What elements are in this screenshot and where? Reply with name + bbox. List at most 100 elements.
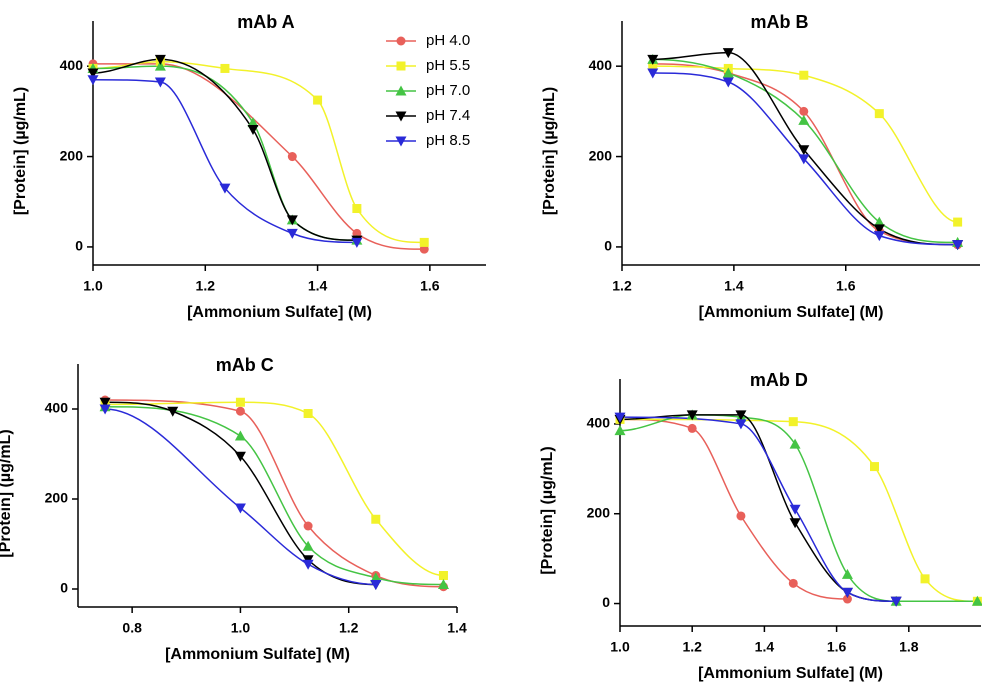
data-point — [920, 574, 930, 584]
data-point — [154, 60, 166, 71]
data-point — [370, 580, 382, 590]
x-tick-label: 1.0 — [231, 620, 251, 636]
data-point — [438, 571, 448, 580]
data-point — [286, 228, 298, 239]
data-point — [870, 462, 880, 472]
fit-curve — [105, 401, 376, 586]
data-point — [736, 511, 746, 521]
data-point — [352, 204, 362, 214]
legend-marker — [396, 61, 406, 71]
legend-marker — [395, 85, 407, 96]
data-point — [647, 54, 659, 65]
fit-curve — [619, 414, 897, 603]
data-point — [799, 70, 809, 80]
data-point — [87, 75, 99, 86]
y-tick-label: 400 — [45, 400, 69, 416]
data-point — [351, 237, 363, 248]
legend-label: pH 4.0 — [426, 32, 470, 49]
data-point — [219, 183, 231, 194]
data-point — [874, 109, 884, 119]
data-point — [303, 409, 313, 418]
data-point — [722, 67, 734, 78]
data-point — [235, 406, 245, 416]
data-point — [247, 124, 259, 135]
x-tick-label: 1.4 — [308, 278, 328, 294]
data-point — [789, 504, 801, 515]
legend-label: pH 5.5 — [426, 57, 470, 74]
x-tick-label: 1.4 — [447, 620, 467, 636]
data-point — [841, 568, 853, 579]
data-point — [788, 417, 798, 427]
data-point — [313, 95, 323, 105]
data-point — [419, 244, 429, 254]
y-tick-label: 0 — [604, 238, 612, 254]
legend-label: pH 7.0 — [426, 82, 470, 99]
data-point — [286, 215, 298, 226]
x-tick-label: 1.0 — [83, 278, 103, 294]
data-point — [303, 521, 313, 531]
x-tick-label: 1.6 — [836, 278, 856, 294]
y-tick-label: 200 — [589, 147, 613, 163]
data-point — [154, 77, 166, 88]
x-tick-label: 0.8 — [122, 620, 142, 636]
x-axis-label: [Ammonium Sulfate] (M) — [699, 304, 884, 321]
data-point — [953, 217, 963, 227]
data-point — [798, 114, 810, 125]
x-tick-label: 1.0 — [610, 639, 630, 655]
fit-curve — [93, 63, 425, 250]
data-point — [235, 397, 245, 407]
data-point — [302, 540, 314, 551]
fit-curve — [105, 408, 376, 586]
data-point — [234, 451, 246, 462]
data-point — [788, 578, 798, 588]
y-tick-label: 400 — [587, 415, 611, 431]
fit-curve — [92, 60, 425, 244]
data-point — [370, 572, 382, 583]
fit-curve — [619, 418, 848, 600]
data-point — [789, 518, 801, 529]
x-tick-label: 1.4 — [755, 639, 775, 655]
x-tick-label: 1.2 — [682, 639, 702, 655]
data-point — [371, 514, 381, 524]
data-point — [842, 594, 852, 604]
data-point — [99, 404, 111, 415]
data-point — [234, 503, 246, 514]
legend-marker — [395, 136, 407, 147]
chart-title: mAb B — [751, 12, 809, 32]
y-axis-label: [Protein] (µg/mL) — [12, 87, 29, 215]
y-tick-label: 200 — [45, 490, 69, 506]
data-point — [87, 68, 99, 79]
data-point — [841, 587, 853, 598]
data-point — [247, 117, 259, 128]
fit-curve — [105, 406, 444, 586]
y-tick-label: 200 — [60, 147, 84, 163]
y-axis-label: [Protein] (µg/mL) — [539, 446, 556, 574]
data-point — [686, 410, 698, 421]
x-tick-label: 1.2 — [196, 278, 216, 294]
y-tick-label: 0 — [60, 580, 68, 596]
y-tick-label: 400 — [60, 57, 84, 73]
data-point — [798, 154, 810, 165]
x-tick-label: 1.2 — [612, 278, 632, 294]
x-tick-label: 1.6 — [420, 278, 440, 294]
x-axis-label: [Ammonium Sulfate] (M) — [698, 665, 883, 682]
data-point — [735, 419, 747, 430]
chart-title: mAb A — [237, 12, 294, 32]
data-point — [952, 240, 964, 251]
data-point — [419, 237, 429, 247]
legend-marker — [395, 111, 407, 122]
chart-title: mAb C — [216, 355, 274, 375]
fit-curve — [652, 65, 958, 223]
y-axis-label: [Protein] (µg/mL) — [541, 87, 558, 215]
data-point — [687, 423, 697, 433]
data-point — [648, 61, 658, 71]
x-tick-label: 1.8 — [899, 639, 919, 655]
fit-curve — [105, 399, 444, 588]
data-point — [614, 412, 626, 423]
data-point — [722, 48, 734, 59]
data-point — [873, 231, 885, 242]
data-point — [302, 559, 314, 570]
data-point — [437, 579, 449, 589]
data-point — [735, 410, 747, 421]
data-point — [287, 152, 297, 162]
